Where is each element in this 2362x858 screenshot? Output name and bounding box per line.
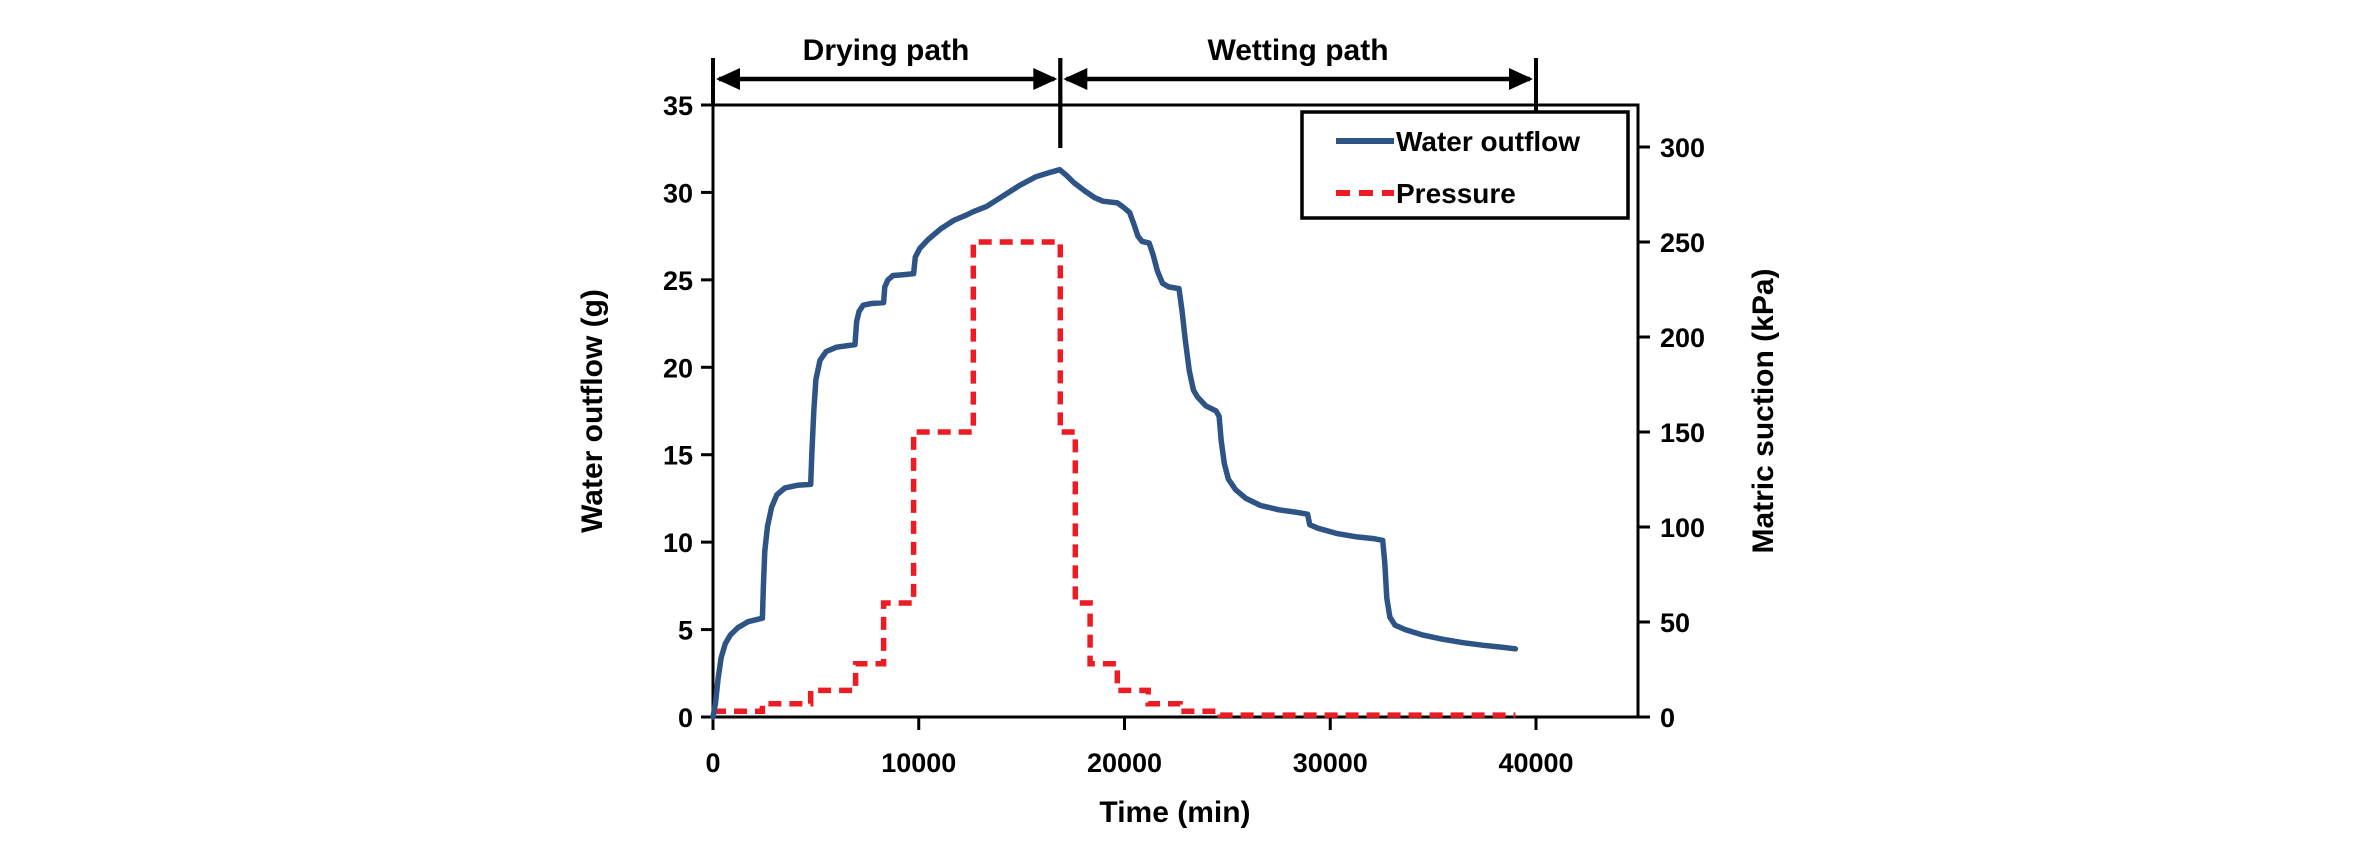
legend-water-outflow-label: Water outflow	[1396, 126, 1580, 157]
svg-text:300: 300	[1660, 133, 1705, 163]
svg-text:0: 0	[678, 703, 693, 733]
pressure-line	[713, 239, 1516, 718]
drying-path-label: Drying path	[803, 34, 970, 67]
svg-text:30: 30	[663, 178, 693, 208]
x-axis-title: Time (min)	[1099, 796, 1250, 829]
svg-text:0: 0	[1660, 703, 1675, 733]
right-y-axis-ticks: 0 50 100 150 200 250 300	[1638, 133, 1705, 733]
svg-text:15: 15	[663, 441, 693, 471]
svg-text:30000: 30000	[1293, 748, 1368, 778]
svg-text:5: 5	[678, 616, 693, 646]
svg-text:40000: 40000	[1498, 748, 1573, 778]
svg-text:25: 25	[663, 266, 693, 296]
wetting-path-label: Wetting path	[1207, 34, 1388, 67]
svg-text:100: 100	[1660, 513, 1705, 543]
legend: Water outflow Pressure	[1300, 110, 1630, 220]
svg-text:0: 0	[705, 748, 720, 778]
svg-text:10000: 10000	[881, 748, 956, 778]
x-axis-ticks: 0 10000 20000 30000 40000	[705, 717, 1574, 778]
svg-text:20000: 20000	[1087, 748, 1162, 778]
svg-text:150: 150	[1660, 418, 1705, 448]
right-axis-title: Matric suction (kPa)	[1747, 268, 1780, 553]
svg-text:50: 50	[1660, 608, 1690, 638]
legend-border	[1300, 110, 1630, 220]
legend-pressure-label: Pressure	[1396, 178, 1516, 209]
left-axis-title: Water outflow (g)	[576, 289, 609, 533]
path-annotation-arrows	[711, 58, 1538, 148]
left-y-axis-ticks: 0 5 10 15 20 25 30 35	[663, 91, 713, 733]
svg-text:10: 10	[663, 528, 693, 558]
svg-text:250: 250	[1660, 228, 1705, 258]
water-outflow-line	[710, 166, 1519, 720]
svg-text:35: 35	[663, 91, 693, 121]
svg-text:200: 200	[1660, 323, 1705, 353]
svg-text:20: 20	[663, 353, 693, 383]
